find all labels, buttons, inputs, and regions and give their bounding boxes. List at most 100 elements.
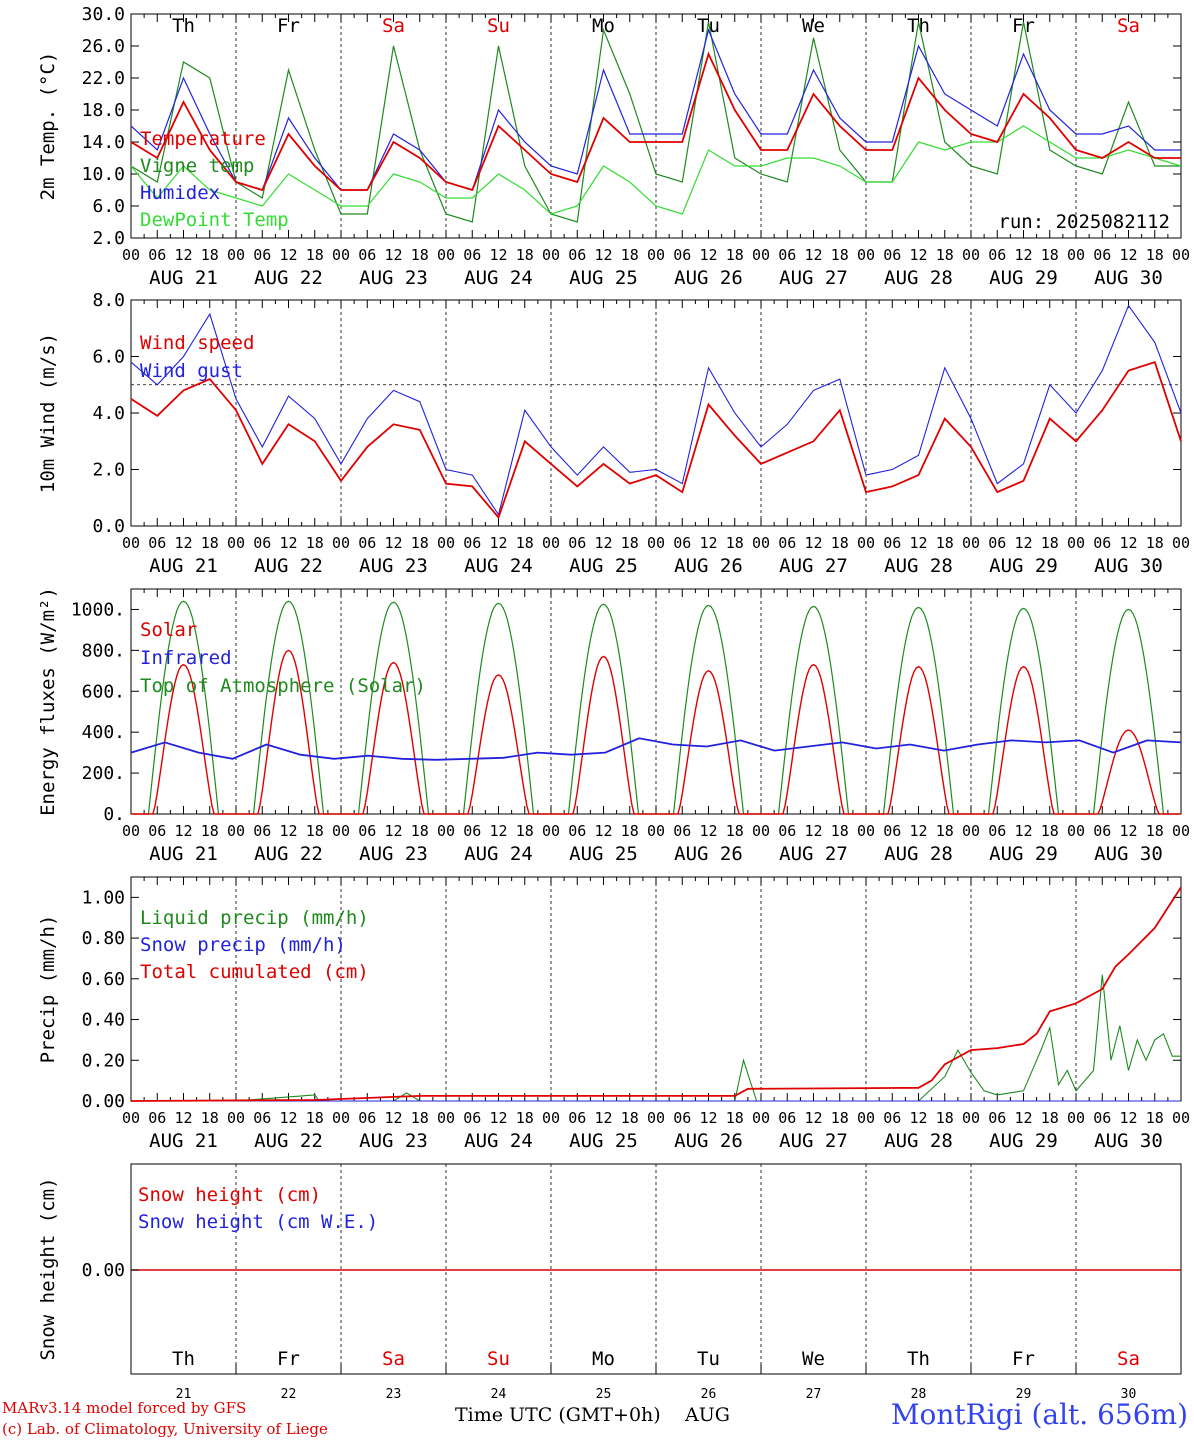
day-number-label: 26: [701, 1387, 717, 1402]
hour-tick-label: 18: [1146, 822, 1164, 840]
date-label: AUG 26: [674, 555, 743, 577]
hour-tick-label: 12: [174, 822, 192, 840]
hour-tick-label: 18: [621, 822, 639, 840]
hour-tick-label: 00: [647, 534, 665, 552]
hour-tick-label: 18: [516, 534, 534, 552]
legend-entry: Snow precip (mm/h): [140, 934, 346, 956]
series-line-wind-speed: [130, 360, 1182, 520]
hour-tick-label: 18: [516, 822, 534, 840]
legend-entry: Humidex: [140, 182, 220, 204]
hour-tick-label: 18: [726, 534, 744, 552]
hour-tick-label: 00: [227, 534, 245, 552]
hour-tick-label: 00: [542, 822, 560, 840]
hour-tick-label: 00: [542, 1109, 560, 1127]
hour-tick-label: 18: [621, 246, 639, 264]
weekday-label: Sa: [1117, 1348, 1140, 1370]
y-tick-label: 400.: [82, 722, 125, 743]
hour-tick-label: 12: [489, 822, 507, 840]
hour-tick-label: 00: [1067, 246, 1085, 264]
y-axis-label-5: Snow height (cm): [37, 1177, 59, 1360]
hour-tick-label: 00: [542, 534, 560, 552]
date-label: AUG 27: [779, 843, 848, 865]
y-tick-label: 0.: [103, 804, 125, 825]
y-tick-label: 30.0: [82, 4, 125, 25]
hour-tick-label: 12: [699, 246, 717, 264]
hour-tick-label: 12: [279, 1109, 297, 1127]
hour-tick-label: 06: [673, 534, 691, 552]
y-tick-label: 26.0: [82, 36, 125, 57]
hour-tick-label: 12: [279, 534, 297, 552]
weekday-label: Tu: [697, 1348, 720, 1370]
date-label: AUG 29: [989, 843, 1058, 865]
hour-tick-label: 00: [227, 1109, 245, 1127]
hour-tick-label: 18: [936, 246, 954, 264]
hour-tick-label: 12: [699, 534, 717, 552]
hour-tick-label: 06: [253, 534, 271, 552]
date-label: AUG 21: [149, 555, 218, 577]
hour-tick-label: 00: [332, 246, 350, 264]
hour-tick-label: 18: [306, 246, 324, 264]
date-label: AUG 22: [254, 1130, 323, 1152]
date-label: AUG 28: [884, 1130, 953, 1152]
day-number-label: 30: [1121, 1387, 1137, 1402]
hour-tick-label: 00: [437, 822, 455, 840]
hour-tick-label: 12: [489, 1109, 507, 1127]
hour-tick-label: 06: [568, 1109, 586, 1127]
hour-tick-label: 00: [122, 246, 140, 264]
weekday-label: Su: [487, 15, 510, 37]
weekday-label: Tu: [697, 15, 720, 37]
date-label: AUG 30: [1094, 267, 1163, 289]
hour-tick-label: 00: [542, 246, 560, 264]
y-tick-label: 14.0: [82, 132, 125, 153]
hour-tick-label: 06: [358, 1109, 376, 1127]
hour-tick-label: 06: [463, 1109, 481, 1127]
hour-tick-label: 06: [568, 534, 586, 552]
hour-tick-label: 00: [227, 822, 245, 840]
y-axis-label-3: Energy fluxes (W/m²): [37, 587, 59, 816]
hour-tick-label: 00: [332, 534, 350, 552]
date-label: AUG 25: [569, 843, 638, 865]
weekday-label: Mo: [592, 1348, 615, 1370]
hour-tick-label: 12: [1014, 1109, 1032, 1127]
hour-tick-label: 00: [752, 822, 770, 840]
y-tick-label: 2.0: [92, 228, 125, 249]
hour-tick-label: 12: [384, 1109, 402, 1127]
hour-tick-label: 18: [1041, 822, 1059, 840]
y-tick-label: 1.00: [82, 887, 125, 908]
hour-tick-label: 00: [227, 246, 245, 264]
hour-tick-label: 18: [516, 1109, 534, 1127]
hour-tick-label: 06: [778, 246, 796, 264]
hour-tick-label: 18: [411, 246, 429, 264]
hour-tick-label: 06: [253, 246, 271, 264]
hour-tick-label: 00: [857, 534, 875, 552]
weekday-label: Th: [907, 1348, 930, 1370]
date-label: AUG 29: [989, 267, 1058, 289]
hour-tick-label: 12: [594, 1109, 612, 1127]
y-axis-label-2: 10m Wind (m/s): [37, 333, 59, 493]
hour-tick-label: 18: [411, 822, 429, 840]
hour-tick-label: 00: [437, 246, 455, 264]
hour-tick-label: 12: [384, 246, 402, 264]
date-label: AUG 21: [149, 1130, 218, 1152]
model-credit: MARv3.14 model forced by GFS: [2, 1399, 247, 1417]
hour-tick-label: 12: [804, 1109, 822, 1127]
date-label: AUG 24: [464, 1130, 533, 1152]
hour-tick-label: 00: [647, 246, 665, 264]
hour-tick-label: 00: [1067, 822, 1085, 840]
legend-entry: Liquid precip (mm/h): [140, 907, 369, 929]
y-tick-label: 6.0: [92, 347, 125, 368]
hour-tick-label: 18: [831, 1109, 849, 1127]
date-label: AUG 27: [779, 555, 848, 577]
y-tick-label: 0.60: [82, 969, 125, 990]
hour-tick-label: 06: [1093, 1109, 1111, 1127]
hour-tick-label: 12: [699, 1109, 717, 1127]
date-label: AUG 27: [779, 267, 848, 289]
hour-tick-label: 18: [936, 1109, 954, 1127]
date-label: AUG 26: [674, 1130, 743, 1152]
hour-tick-label: 00: [332, 822, 350, 840]
hour-tick-label: 00: [1067, 534, 1085, 552]
y-tick-label: 0.00: [82, 1091, 125, 1112]
hour-tick-label: 12: [1119, 534, 1137, 552]
hour-tick-label: 12: [804, 246, 822, 264]
